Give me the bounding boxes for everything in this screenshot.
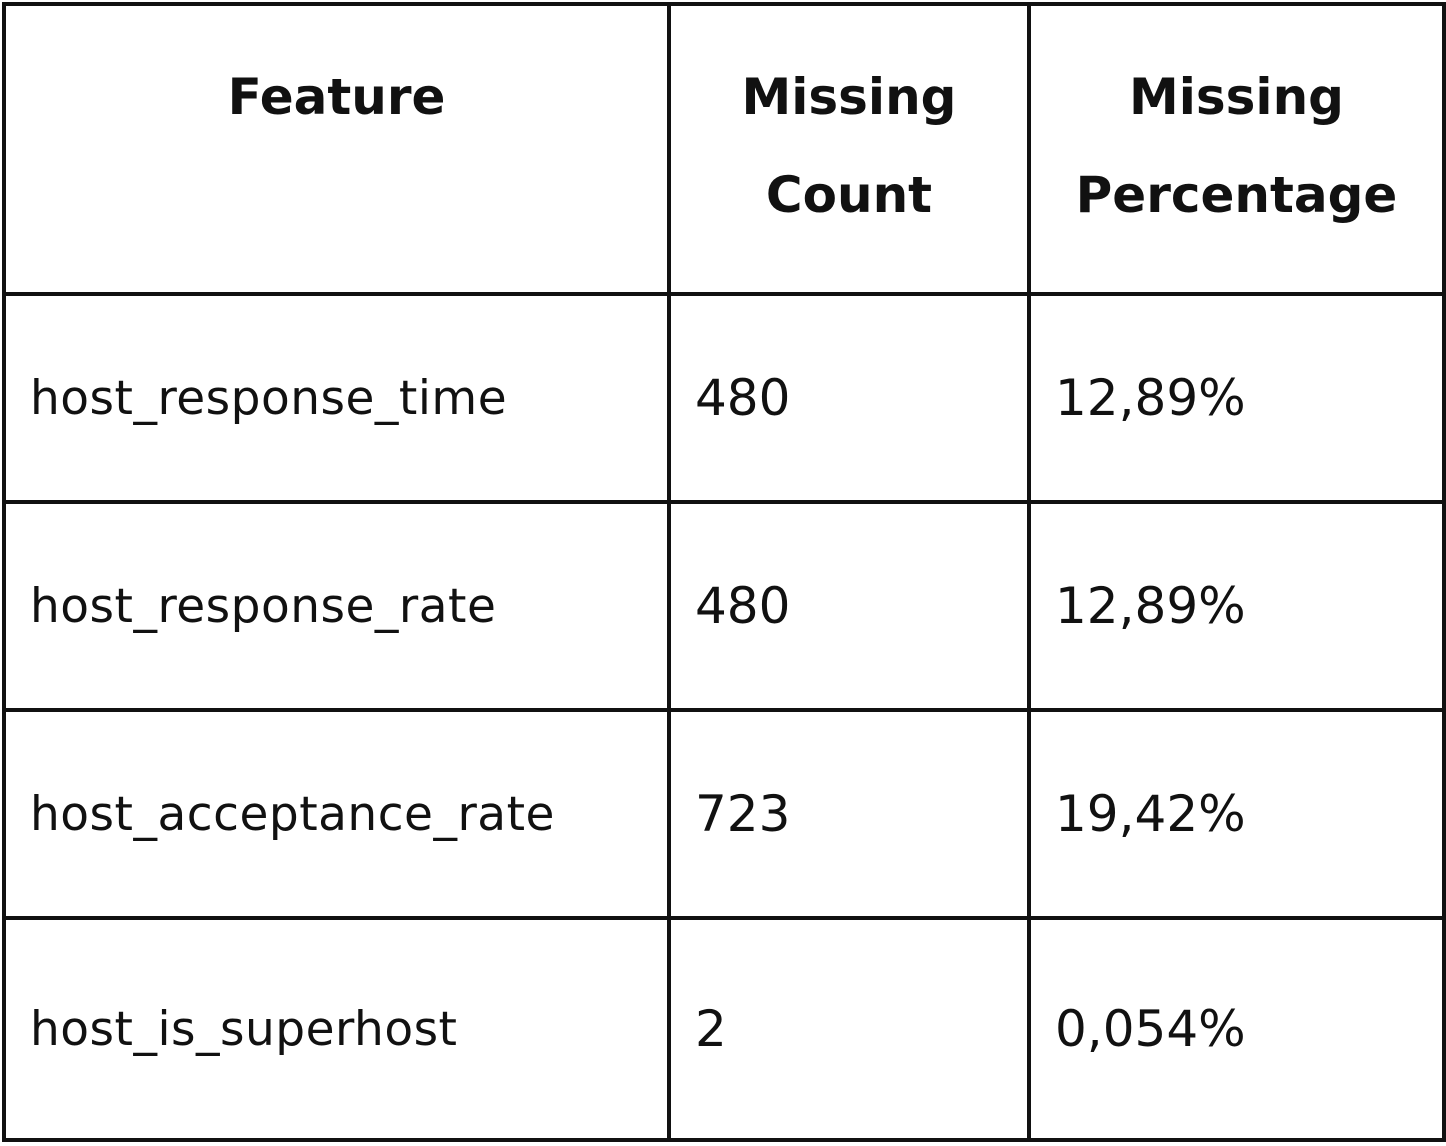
missing-percentage-cell: 0,054% xyxy=(1027,916,1446,1142)
missing-percentage-cell: 12,89% xyxy=(1027,500,1446,712)
missing-count-cell: 723 xyxy=(667,708,1031,920)
header-feature-line1: Feature xyxy=(227,68,446,126)
missing-count-cell: 480 xyxy=(667,292,1031,504)
header-feature: Feature xyxy=(2,2,671,296)
missing-count-cell: 2 xyxy=(667,916,1031,1142)
missing-percentage-cell: 19,42% xyxy=(1027,708,1446,920)
header-missing-percentage-line2: Percentage xyxy=(1075,166,1398,224)
table-row: host_is_superhost 2 0,054% xyxy=(2,916,1446,1142)
header-missing-count-line1: Missing xyxy=(741,68,957,126)
table-row: host_response_time 480 12,89% xyxy=(2,292,1446,504)
table-row: host_response_rate 480 12,89% xyxy=(2,500,1446,712)
table-header-row: Feature Missing Count Missing Percentage xyxy=(2,2,1446,296)
header-missing-percentage-line1: Missing xyxy=(1129,68,1344,126)
missing-percentage-cell: 12,89% xyxy=(1027,292,1446,504)
table-row: host_acceptance_rate 723 19,42% xyxy=(2,708,1446,920)
missing-count-cell: 480 xyxy=(667,500,1031,712)
header-missing-count: Missing Count xyxy=(667,2,1031,296)
feature-cell: host_acceptance_rate xyxy=(2,708,671,920)
header-missing-count-line2: Count xyxy=(765,166,933,224)
feature-cell: host_response_time xyxy=(2,292,671,504)
header-missing-percentage: Missing Percentage xyxy=(1027,2,1446,296)
feature-cell: host_response_rate xyxy=(2,500,671,712)
feature-cell: host_is_superhost xyxy=(2,916,671,1142)
